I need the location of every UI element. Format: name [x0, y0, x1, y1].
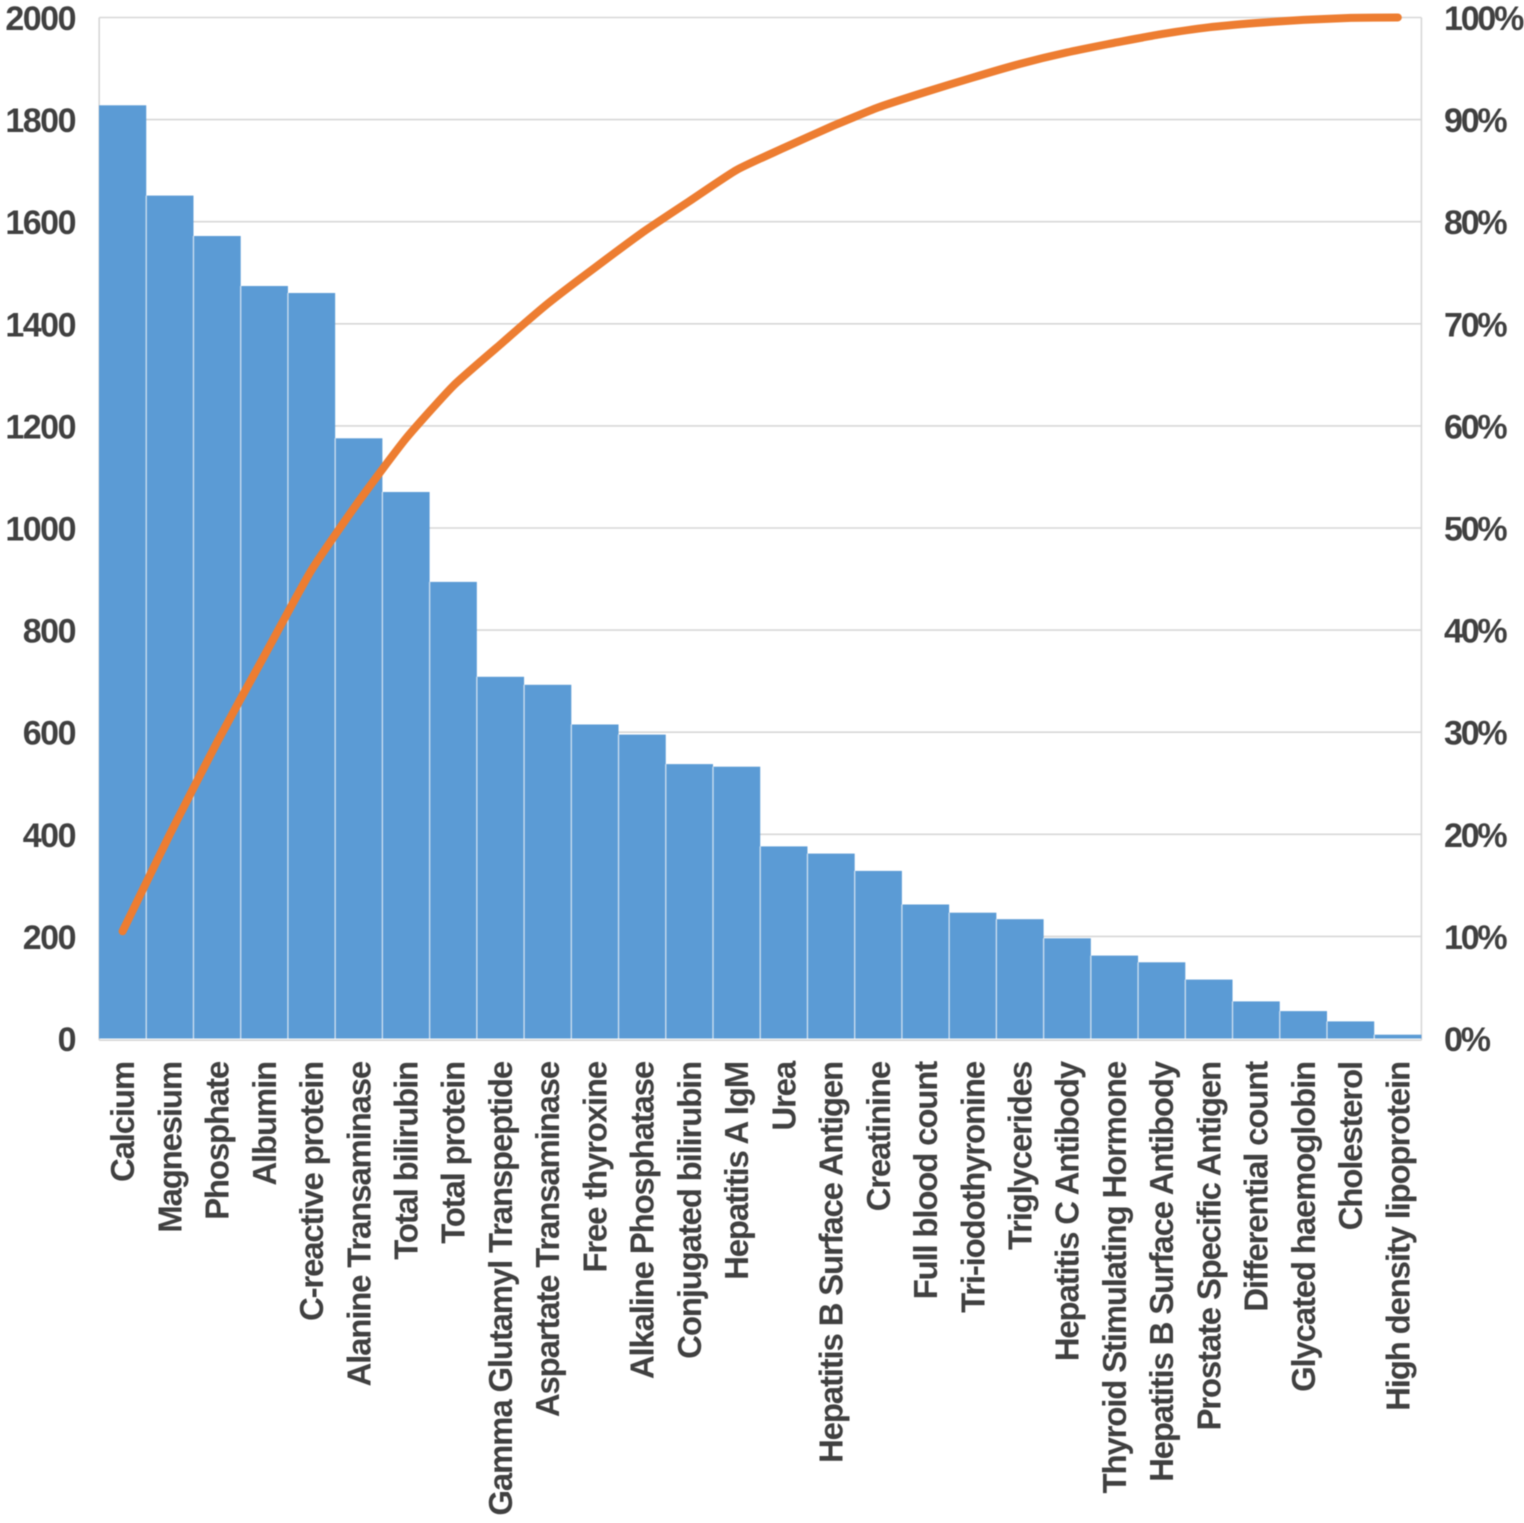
svg-text:Hepatitis C Antibody: Hepatitis C Antibody [1049, 1060, 1086, 1361]
svg-text:1800: 1800 [5, 102, 75, 140]
svg-text:10%: 10% [1444, 919, 1507, 957]
svg-text:Magnesium: Magnesium [151, 1062, 188, 1233]
svg-text:60%: 60% [1444, 408, 1507, 446]
svg-text:Urea: Urea [765, 1060, 802, 1130]
svg-text:Hepatitis A IgM: Hepatitis A IgM [718, 1062, 755, 1280]
svg-text:Calcium: Calcium [104, 1062, 141, 1182]
svg-text:Total bilirubin: Total bilirubin [388, 1062, 425, 1260]
svg-text:Triglycerides: Triglycerides [1002, 1062, 1039, 1250]
svg-text:Free thyroxine: Free thyroxine [576, 1061, 613, 1272]
svg-text:90%: 90% [1444, 102, 1507, 140]
svg-text:Total protein: Total protein [435, 1062, 472, 1244]
svg-text:1400: 1400 [5, 306, 75, 344]
svg-text:Phosphate: Phosphate [199, 1061, 236, 1220]
svg-text:Creatinine: Creatinine [860, 1061, 897, 1211]
svg-text:Thyroid Stimulating Hormone: Thyroid Stimulating Hormone [1096, 1061, 1133, 1493]
svg-text:200: 200 [23, 919, 76, 957]
svg-text:1200: 1200 [5, 408, 75, 446]
svg-text:0: 0 [58, 1021, 76, 1059]
svg-text:50%: 50% [1444, 511, 1507, 549]
svg-text:400: 400 [23, 817, 76, 855]
svg-text:70%: 70% [1444, 306, 1507, 344]
svg-text:Alanine Transaminase: Alanine Transaminase [340, 1061, 377, 1386]
svg-text:30%: 30% [1444, 715, 1507, 753]
svg-text:Hepatitis B Surface Antigen: Hepatitis B Surface Antigen [813, 1062, 850, 1463]
svg-text:High density lipoprotein: High density lipoprotein [1379, 1062, 1416, 1411]
svg-text:Alkaline Phosphatase: Alkaline Phosphatase [624, 1061, 661, 1379]
svg-text:Cholesterol: Cholesterol [1332, 1062, 1369, 1230]
svg-text:Albumin: Albumin [246, 1062, 283, 1186]
svg-text:Differential count: Differential count [1238, 1061, 1275, 1312]
svg-text:Prostate Specific Antigen: Prostate Specific Antigen [1190, 1062, 1227, 1431]
svg-text:2000: 2000 [5, 0, 75, 38]
svg-text:Hepatitis B Surface Antibody: Hepatitis B Surface Antibody [1143, 1060, 1180, 1482]
svg-text:Aspartate Transaminase: Aspartate Transaminase [529, 1061, 566, 1417]
svg-text:1600: 1600 [5, 204, 75, 242]
svg-text:Gamma Glutamyl Transpeptide: Gamma Glutamyl Transpeptide [482, 1061, 519, 1515]
svg-text:80%: 80% [1444, 204, 1507, 242]
svg-text:800: 800 [23, 613, 76, 651]
svg-text:40%: 40% [1444, 613, 1507, 651]
svg-text:0%: 0% [1444, 1021, 1491, 1059]
svg-text:Glycated haemoglobin: Glycated haemoglobin [1285, 1062, 1322, 1392]
svg-text:Conjugated bilirubin: Conjugated bilirubin [671, 1062, 708, 1359]
svg-text:1000: 1000 [5, 511, 75, 549]
svg-text:600: 600 [23, 715, 76, 753]
svg-text:Full blood count: Full blood count [907, 1061, 944, 1300]
svg-text:100%: 100% [1444, 0, 1524, 38]
svg-text:Tri-iodothyronine: Tri-iodothyronine [954, 1061, 991, 1313]
svg-text:C-reactive protein: C-reactive protein [293, 1062, 330, 1321]
svg-text:20%: 20% [1444, 817, 1507, 855]
